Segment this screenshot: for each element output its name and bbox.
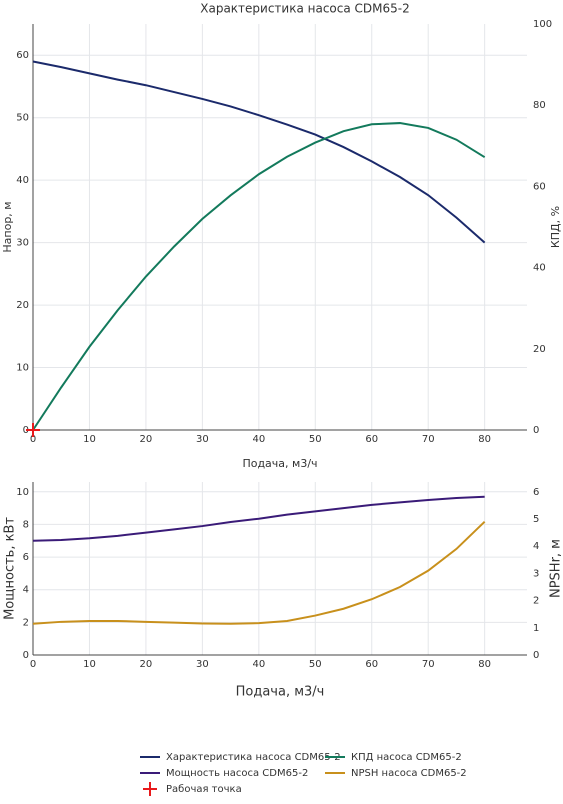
y2-axis-title: КПД, % (549, 206, 562, 248)
y2-tick-label: 0 (533, 425, 539, 436)
y2-tick-label: 0 (533, 650, 539, 661)
x-tick-label: 80 (478, 434, 491, 445)
x-tick-label: 10 (83, 659, 96, 670)
y-tick-label: 0 (23, 650, 29, 661)
y2-tick-label: 60 (533, 181, 546, 192)
y2-tick-label: 100 (533, 19, 552, 30)
x-tick-label: 30 (196, 659, 209, 670)
x-tick-label: 40 (252, 434, 265, 445)
x-tick-label: 20 (140, 659, 153, 670)
y-tick-label: 40 (16, 175, 29, 186)
y2-tick-label: 4 (533, 541, 539, 552)
legend-label: NPSH насоса CDM65-2 (351, 768, 467, 779)
y-tick-label: 4 (23, 585, 29, 596)
x-axis-title: Подача, м3/ч (242, 457, 317, 470)
legend-label: Мощность насоса CDM65-2 (166, 768, 308, 779)
y-tick-label: 2 (23, 617, 29, 628)
y2-tick-label: 3 (533, 568, 539, 579)
y-tick-label: 6 (23, 552, 29, 563)
legend-label: КПД насоса CDM65-2 (351, 752, 462, 763)
x-tick-label: 70 (422, 659, 435, 670)
legend-label: Характеристика насоса CDM65-2 (166, 752, 341, 763)
y-tick-label: 8 (23, 519, 29, 530)
legend-label: Рабочая точка (166, 784, 242, 795)
x-tick-label: 80 (478, 659, 491, 670)
y-axis-title: Напор, м (1, 201, 14, 252)
y-tick-label: 20 (16, 300, 29, 311)
x-tick-label: 50 (309, 434, 322, 445)
x-tick-label: 10 (83, 434, 96, 445)
x-tick-label: 20 (140, 434, 153, 445)
y2-axis-title: NPSHr, м (549, 539, 563, 598)
y2-tick-label: 2 (533, 596, 539, 607)
x-tick-label: 30 (196, 434, 209, 445)
x-tick-label: 60 (365, 659, 378, 670)
y2-tick-label: 5 (533, 514, 539, 525)
y2-tick-label: 40 (533, 263, 546, 274)
x-tick-label: 60 (365, 434, 378, 445)
y-tick-label: 10 (16, 363, 29, 374)
y2-tick-label: 1 (533, 623, 539, 634)
x-tick-label: 50 (309, 659, 322, 670)
chart-title: Характеристика насоса CDM65-2 (200, 2, 410, 16)
y2-tick-label: 6 (533, 487, 539, 498)
y-tick-label: 10 (16, 487, 29, 498)
x-axis-title: Подача, м3/ч (236, 685, 325, 700)
x-tick-label: 70 (422, 434, 435, 445)
y2-tick-label: 20 (533, 344, 546, 355)
y-tick-label: 60 (16, 50, 29, 61)
y2-tick-label: 80 (533, 100, 546, 111)
y-tick-label: 30 (16, 238, 29, 249)
y-axis-title: Мощность, кВт (3, 517, 18, 620)
y-tick-label: 50 (16, 113, 29, 124)
x-tick-label: 40 (252, 659, 265, 670)
x-tick-label: 0 (30, 659, 36, 670)
